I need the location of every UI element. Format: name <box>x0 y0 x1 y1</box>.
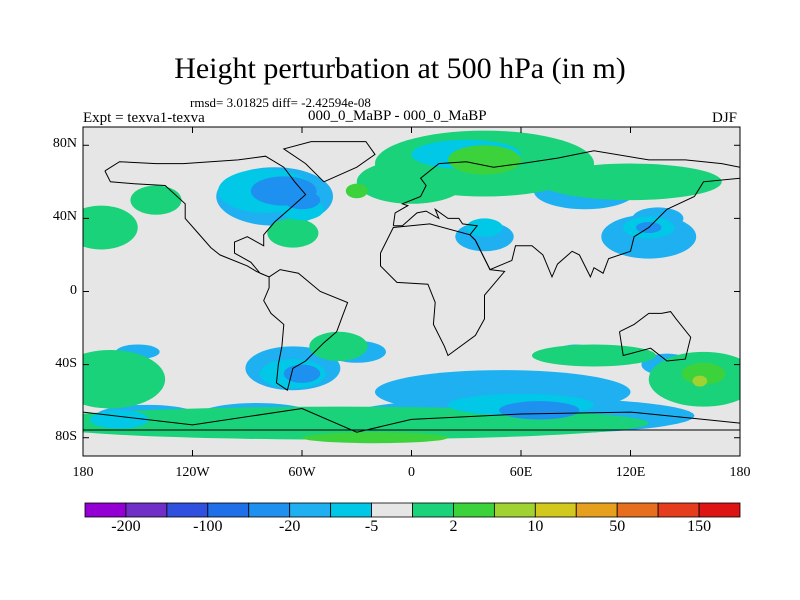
colorbar-swatch-5 <box>289 502 332 518</box>
lat-tick-label: 0 <box>70 282 77 298</box>
coastline-0 <box>104 155 307 278</box>
colorbar-label: 2 <box>449 518 458 535</box>
lat-tick-label: 40S <box>55 355 77 371</box>
coastline-3 <box>392 150 740 279</box>
contour-blob-4-2 <box>302 432 448 444</box>
contour-blob-1-7 <box>83 349 166 409</box>
contour-blob-4-1 <box>345 183 368 199</box>
lon-tick-label: 60W <box>288 465 316 480</box>
case-label: 000_0_MaBP - 000_0_MaBP <box>308 108 487 124</box>
lon-tick-label: 120E <box>615 465 646 480</box>
contour-blob-3-3 <box>499 401 580 420</box>
contour-blob-2-7 <box>466 218 503 237</box>
coastline-6 <box>83 407 740 456</box>
colorbar-swatch-13 <box>616 502 659 518</box>
lon-tick-label: 120W <box>175 465 210 480</box>
coastline-4 <box>380 223 506 357</box>
colorbar-swatch-11 <box>534 502 577 518</box>
colorbar-swatch-12 <box>575 502 618 518</box>
colorbar-label: 50 <box>609 518 626 535</box>
coastline-5 <box>619 311 692 362</box>
colorbar-swatch-3 <box>207 502 250 518</box>
contour-blob-3-1 <box>283 190 321 210</box>
colorbar-swatch-2 <box>166 502 209 518</box>
contour-blob-1-6 <box>309 331 368 361</box>
colorbar-label: 10 <box>527 518 544 535</box>
stats-text: rmsd= 3.01825 diff= -2.42594e-08 <box>190 95 371 110</box>
contour-blob-1-2 <box>539 163 722 201</box>
lat-tick-label: 80S <box>55 428 77 444</box>
contour-blob-1-1 <box>356 159 467 204</box>
colorbar <box>84 502 741 518</box>
lon-tick-label: 180 <box>72 465 94 480</box>
contour-blob-1-5 <box>267 218 319 248</box>
contour-blob-4-3 <box>681 362 726 385</box>
coastline-2 <box>282 141 376 183</box>
lon-tick-label: 0 <box>408 465 415 480</box>
contour-blob-5-0 <box>692 375 708 387</box>
colorbar-swatch-1 <box>125 502 168 518</box>
contour-blob-1-8 <box>531 344 657 367</box>
contour-blob-3-2 <box>283 364 321 383</box>
lat-tick-label: 40N <box>52 209 77 225</box>
colorbar-label: -200 <box>111 518 141 535</box>
colorbar-label: -20 <box>279 518 301 535</box>
contour-blob-4-0 <box>448 145 521 175</box>
lat-tick-label: 80N <box>52 136 77 152</box>
contour-blob-1-3 <box>130 185 182 215</box>
axis-ticks <box>82 127 741 456</box>
coastline-1 <box>263 269 349 392</box>
lon-tick-label: 60E <box>509 465 533 480</box>
colorbar-swatch-10 <box>493 502 536 518</box>
contour-blob-2-3 <box>90 410 149 429</box>
colorbar-swatch-6 <box>330 502 372 518</box>
contour-fields <box>83 130 740 444</box>
colorbar-swatch-8 <box>412 502 454 518</box>
colorbar-swatch-7 <box>371 502 413 518</box>
colorbar-swatch-14 <box>657 502 700 518</box>
plot-title: Height perturbation at 500 hPa (in m) <box>174 52 626 85</box>
contour-blob-1-4 <box>83 205 138 250</box>
colorbar-label: 150 <box>687 518 712 535</box>
colorbar-swatch-4 <box>248 502 291 518</box>
season-label: DJF <box>712 110 738 126</box>
colorbar-label: -5 <box>364 518 379 535</box>
colorbar-swatch-0 <box>84 502 127 518</box>
experiment-label: Expt = texva1-texva <box>83 110 205 126</box>
coastlines <box>83 141 740 456</box>
lon-tick-label: 180 <box>729 465 751 480</box>
colorbar-swatch-9 <box>453 502 495 518</box>
colorbar-label: -100 <box>193 518 223 535</box>
colorbar-swatch-15 <box>698 502 741 518</box>
